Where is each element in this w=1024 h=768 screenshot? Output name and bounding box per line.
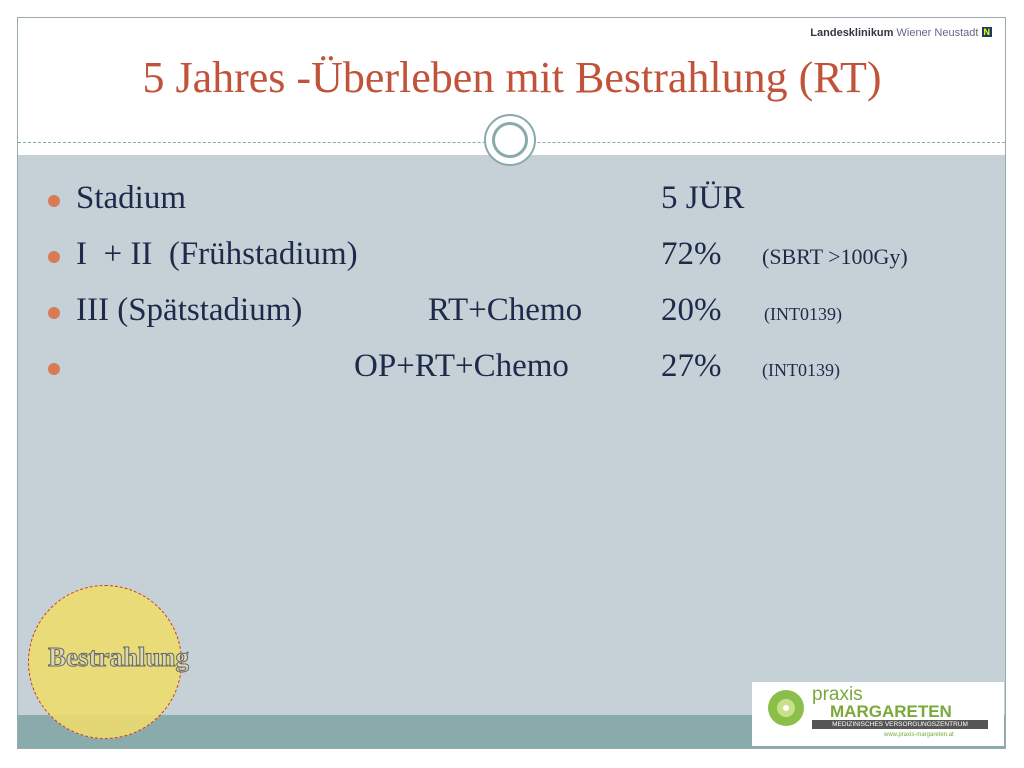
logo-badge: N <box>981 27 992 37</box>
note: (INT0139) <box>762 360 840 380</box>
logo-name: Landesklinikum <box>810 27 894 39</box>
note: (SBRT >100Gy) <box>762 244 908 269</box>
logo-url: www.praxis-margareten.at <box>884 732 954 738</box>
section-label: Bestrahlung <box>47 642 190 673</box>
logo-place: Wiener Neustadt <box>896 27 979 39</box>
rate: 20% <box>661 292 722 328</box>
stage: I + II (Frühstadium) <box>76 236 358 272</box>
rate: 5 JÜR <box>661 180 745 216</box>
stage: III (Spätstadium) <box>76 292 303 328</box>
logo-flower <box>768 690 804 726</box>
ornament <box>484 114 536 166</box>
frame <box>17 17 1006 749</box>
rate: 72% <box>661 236 722 272</box>
logo-line2: MARGARETEN <box>830 702 952 721</box>
section-badge <box>28 585 182 739</box>
treatment: OP+RT+Chemo <box>354 348 569 384</box>
treatment: RT+Chemo <box>428 292 583 328</box>
rate: 27% <box>661 348 722 384</box>
hospital-logo: Landesklinikum Wiener Neustadt N <box>810 27 992 39</box>
logo-subtitle: MEDIZINISCHES VERSORGUNGSZENTRUM <box>812 720 988 729</box>
practice-logo: praxis MARGARETEN MEDIZINISCHES VERSORGU… <box>752 682 1004 746</box>
note: (INT0139) <box>764 304 842 324</box>
logo-line1: praxis <box>812 684 863 705</box>
title: 5 Jahres -Überleben mit Bestrahlung (RT) <box>142 53 882 102</box>
stage: Stadium <box>76 180 187 216</box>
content-area <box>18 155 1005 715</box>
